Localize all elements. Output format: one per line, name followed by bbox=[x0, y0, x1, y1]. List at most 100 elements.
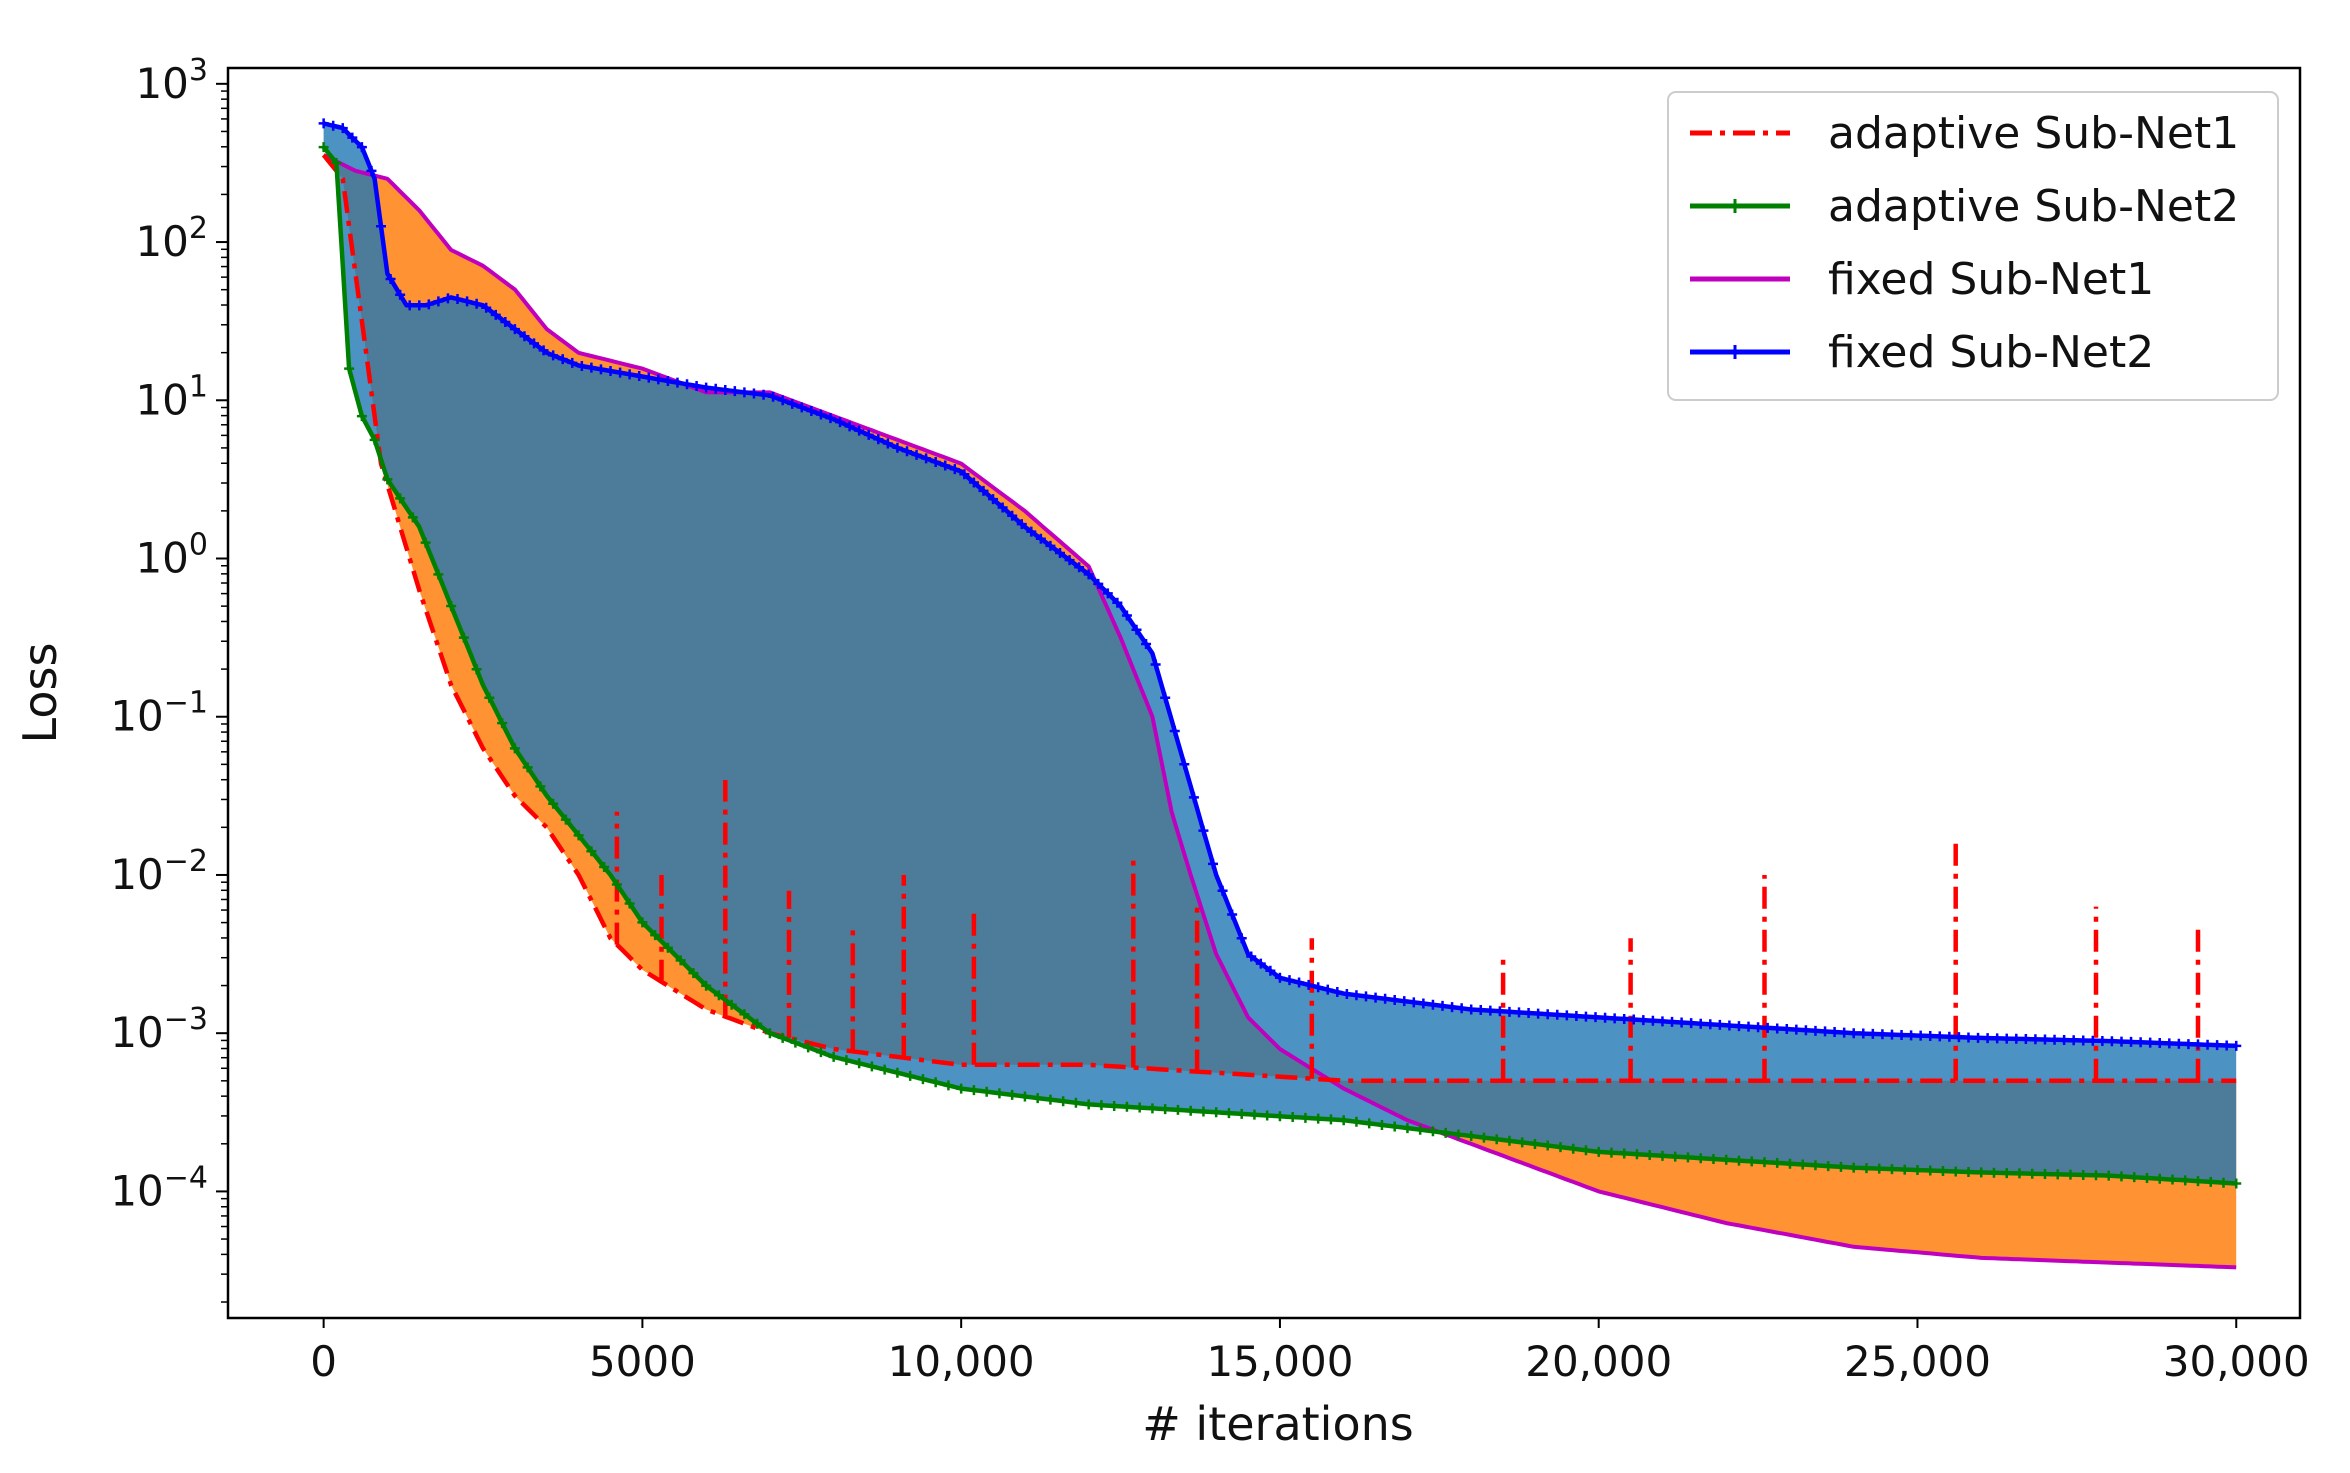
marker-fixed-sub-net2 bbox=[1485, 1005, 1496, 1016]
marker-fixed-sub-net2 bbox=[2011, 1033, 2022, 1044]
marker-adaptive-sub-net2 bbox=[1440, 1127, 1451, 1138]
marker-adaptive-sub-net2 bbox=[624, 898, 635, 909]
marker-adaptive-sub-net2 bbox=[1606, 1147, 1617, 1158]
legend-label-fixed-sub-net2: fixed Sub-Net2 bbox=[1828, 327, 2154, 378]
marker-fixed-sub-net2 bbox=[1332, 987, 1343, 998]
marker-fixed-sub-net2 bbox=[1217, 885, 1228, 896]
marker-adaptive-sub-net2 bbox=[1134, 1102, 1145, 1113]
marker-adaptive-sub-net2 bbox=[1070, 1097, 1081, 1108]
marker-fixed-sub-net2 bbox=[2078, 1035, 2089, 1046]
marker-fixed-sub-net2 bbox=[490, 309, 501, 320]
marker-adaptive-sub-net2 bbox=[1274, 1111, 1285, 1122]
marker-fixed-sub-net2 bbox=[2173, 1038, 2184, 1049]
marker-adaptive-sub-net2 bbox=[1912, 1165, 1923, 1176]
marker-fixed-sub-net2 bbox=[643, 372, 654, 383]
marker-fixed-sub-net2 bbox=[921, 453, 932, 464]
marker-fixed-sub-net2 bbox=[1150, 659, 1161, 670]
x-tick-label: 10,000 bbox=[888, 1337, 1035, 1386]
marker-adaptive-sub-net2 bbox=[713, 990, 724, 1001]
marker-fixed-sub-net2 bbox=[1389, 994, 1400, 1005]
legend-label-fixed-sub-net1: fixed Sub-Net1 bbox=[1828, 254, 2154, 305]
marker-fixed-sub-net2 bbox=[509, 324, 520, 335]
marker-fixed-sub-net2 bbox=[1255, 958, 1266, 969]
marker-fixed-sub-net2 bbox=[729, 386, 740, 397]
marker-fixed-sub-net2 bbox=[1829, 1027, 1840, 1037]
marker-fixed-sub-net2 bbox=[1437, 1000, 1448, 1011]
marker-adaptive-sub-net2 bbox=[1504, 1135, 1515, 1146]
marker-fixed-sub-net2 bbox=[1093, 578, 1104, 589]
marker-fixed-sub-net2 bbox=[1466, 1004, 1477, 1015]
marker-fixed-sub-net2 bbox=[404, 300, 415, 311]
marker-adaptive-sub-net2 bbox=[344, 363, 355, 374]
marker-fixed-sub-net2 bbox=[959, 469, 970, 480]
marker-fixed-sub-net2 bbox=[1026, 526, 1037, 537]
marker-adaptive-sub-net2 bbox=[1211, 1107, 1222, 1118]
marker-fixed-sub-net2 bbox=[739, 387, 750, 398]
marker-adaptive-sub-net2 bbox=[1784, 1158, 1795, 1169]
marker-adaptive-sub-net2 bbox=[917, 1074, 928, 1085]
marker-fixed-sub-net2 bbox=[1944, 1031, 1955, 1042]
marker-fixed-sub-net2 bbox=[1695, 1018, 1706, 1029]
marker-fixed-sub-net2 bbox=[2116, 1036, 2127, 1047]
marker-fixed-sub-net2 bbox=[701, 382, 712, 393]
marker-fixed-sub-net2 bbox=[1054, 547, 1065, 558]
marker-adaptive-sub-net2 bbox=[1045, 1094, 1056, 1105]
marker-adaptive-sub-net2 bbox=[2129, 1172, 2140, 1183]
marker-adaptive-sub-net2 bbox=[1950, 1166, 1961, 1177]
marker-fixed-sub-net2 bbox=[796, 402, 807, 413]
marker-fixed-sub-net2 bbox=[1839, 1027, 1850, 1038]
marker-adaptive-sub-net2 bbox=[586, 846, 597, 857]
marker-fixed-sub-net2 bbox=[1208, 858, 1218, 869]
marker-fixed-sub-net2 bbox=[1867, 1028, 1878, 1039]
marker-fixed-sub-net2 bbox=[1399, 996, 1410, 1007]
marker-adaptive-sub-net2 bbox=[509, 743, 520, 754]
marker-adaptive-sub-net2 bbox=[433, 569, 444, 580]
marker-fixed-sub-net2 bbox=[1351, 990, 1362, 1001]
marker-fixed-sub-net2 bbox=[624, 369, 635, 380]
marker-fixed-sub-net2 bbox=[2068, 1035, 2079, 1046]
marker-fixed-sub-net2 bbox=[1361, 991, 1372, 1002]
marker-adaptive-sub-net2 bbox=[1682, 1152, 1693, 1163]
marker-fixed-sub-net2 bbox=[1762, 1022, 1773, 1033]
marker-fixed-sub-net2 bbox=[557, 354, 568, 365]
marker-fixed-sub-net2 bbox=[1112, 597, 1123, 608]
marker-fixed-sub-net2 bbox=[768, 391, 779, 402]
marker-adaptive-sub-net2 bbox=[382, 474, 393, 485]
marker-fixed-sub-net2 bbox=[2212, 1040, 2223, 1051]
marker-adaptive-sub-net2 bbox=[892, 1067, 903, 1078]
x-tick-label: 5000 bbox=[589, 1337, 696, 1386]
marker-adaptive-sub-net2 bbox=[2103, 1170, 2114, 1181]
marker-adaptive-sub-net2 bbox=[1695, 1153, 1706, 1164]
marker-adaptive-sub-net2 bbox=[548, 798, 559, 809]
marker-adaptive-sub-net2 bbox=[1925, 1165, 1936, 1176]
marker-fixed-sub-net2 bbox=[1265, 965, 1276, 976]
marker-fixed-sub-net2 bbox=[978, 485, 989, 496]
marker-adaptive-sub-net2 bbox=[1160, 1104, 1171, 1115]
marker-fixed-sub-net2 bbox=[1198, 825, 1209, 836]
marker-fixed-sub-net2 bbox=[806, 405, 817, 416]
marker-adaptive-sub-net2 bbox=[1121, 1101, 1132, 1112]
marker-fixed-sub-net2 bbox=[911, 449, 922, 460]
marker-fixed-sub-net2 bbox=[1246, 951, 1257, 962]
marker-adaptive-sub-net2 bbox=[1313, 1113, 1324, 1124]
marker-fixed-sub-net2 bbox=[1628, 1014, 1639, 1025]
marker-adaptive-sub-net2 bbox=[739, 1009, 750, 1020]
marker-adaptive-sub-net2 bbox=[2001, 1168, 2012, 1179]
marker-fixed-sub-net2 bbox=[720, 384, 731, 395]
marker-adaptive-sub-net2 bbox=[701, 980, 712, 991]
marker-fixed-sub-net2 bbox=[1686, 1018, 1697, 1029]
marker-fixed-sub-net2 bbox=[1714, 1019, 1725, 1030]
marker-adaptive-sub-net2 bbox=[1619, 1148, 1630, 1159]
marker-adaptive-sub-net2 bbox=[1376, 1119, 1387, 1130]
marker-fixed-sub-net2 bbox=[1294, 977, 1305, 988]
marker-adaptive-sub-net2 bbox=[331, 157, 342, 168]
marker-fixed-sub-net2 bbox=[1915, 1030, 1926, 1041]
marker-adaptive-sub-net2 bbox=[777, 1032, 788, 1043]
marker-adaptive-sub-net2 bbox=[1019, 1091, 1030, 1102]
marker-fixed-sub-net2 bbox=[1083, 569, 1094, 580]
marker-fixed-sub-net2 bbox=[500, 316, 511, 327]
marker-fixed-sub-net2 bbox=[1609, 1013, 1620, 1024]
marker-adaptive-sub-net2 bbox=[1325, 1114, 1336, 1125]
marker-fixed-sub-net2 bbox=[452, 294, 463, 305]
y-axis: 103 102 101 100 10−1 10−2 10−3 10−4 bbox=[110, 53, 228, 1303]
